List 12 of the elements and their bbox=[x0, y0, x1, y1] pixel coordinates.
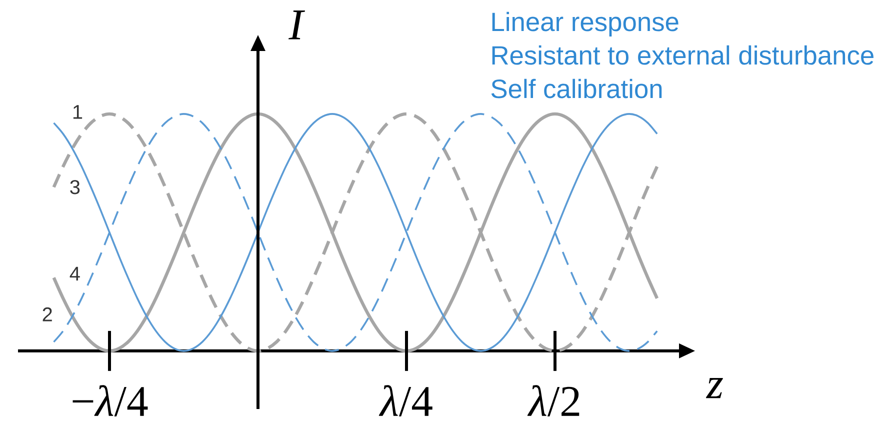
text: Resistant to external disturbance bbox=[492, 45, 874, 65]
series-label: 2 bbox=[42, 307, 52, 322]
text: Self calibration bbox=[491, 78, 662, 98]
x-tick-label: −λ/4 bbox=[72, 385, 148, 416]
x-tick-label: λ/2 bbox=[527, 385, 580, 416]
y-axis-title: I bbox=[288, 10, 305, 40]
text: Linear response bbox=[492, 12, 678, 36]
series-label: 4 bbox=[70, 266, 80, 281]
x-axis-title: z bbox=[706, 378, 723, 398]
series-label: 3 bbox=[70, 180, 80, 194]
series-label: 1 bbox=[73, 105, 82, 119]
x-tick-label: λ/4 bbox=[378, 385, 432, 416]
